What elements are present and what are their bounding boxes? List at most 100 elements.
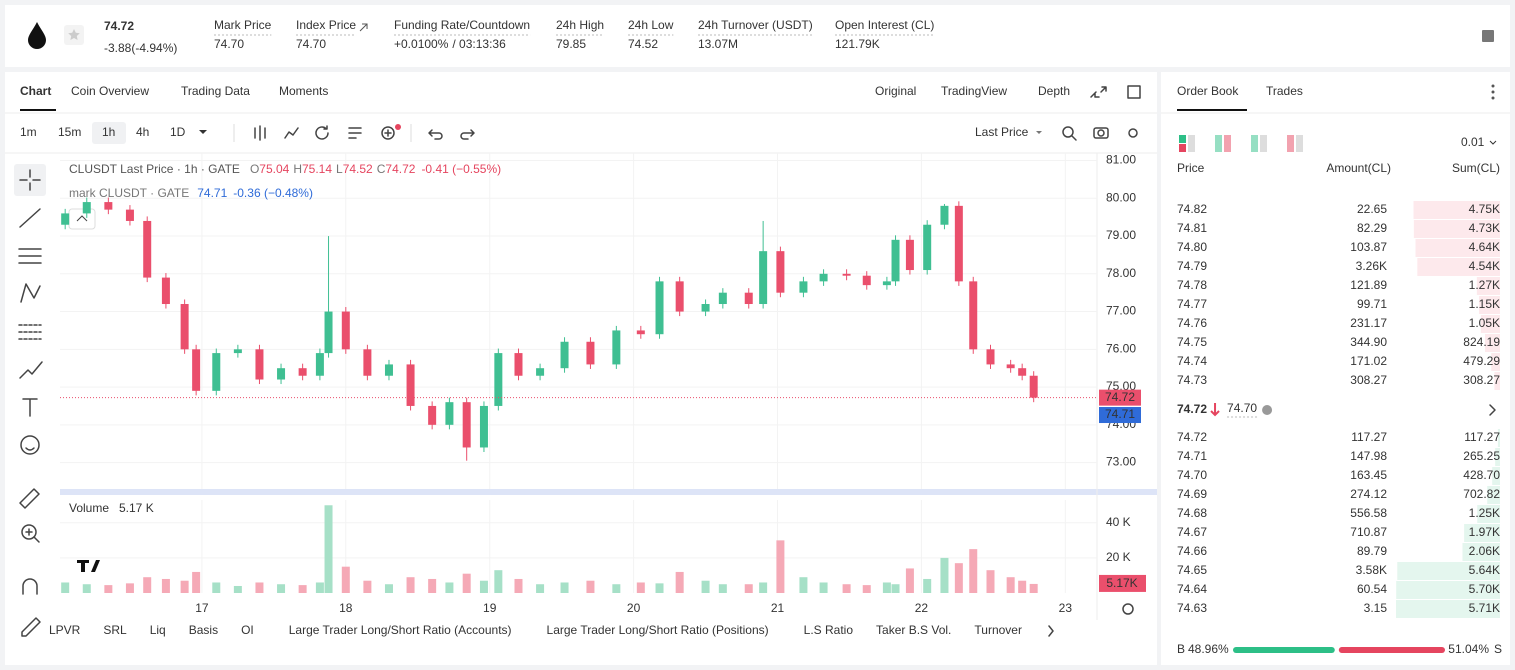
depth-bar [1476, 277, 1500, 295]
stat-label: 24h Low [628, 18, 674, 32]
volume-bar [891, 584, 900, 593]
order-price[interactable]: 74.78 [1177, 278, 1207, 292]
x-tick-label: 22 [915, 601, 929, 615]
indicator[interactable]: SRL [103, 623, 127, 637]
order-price[interactable]: 74.65 [1177, 563, 1207, 577]
order-price[interactable]: 74.82 [1177, 202, 1207, 216]
indicator[interactable]: Basis [189, 623, 218, 637]
indicator[interactable]: OI [241, 623, 254, 637]
depth-bar [1497, 429, 1500, 447]
dropdown-arrow[interactable] [199, 130, 207, 134]
last-price-box [1099, 389, 1141, 406]
order-price[interactable]: 74.69 [1177, 487, 1207, 501]
mark-legend-value: 74.71 [197, 186, 227, 200]
order-price[interactable]: 74.68 [1177, 506, 1207, 520]
order-price[interactable]: 74.77 [1177, 297, 1207, 311]
volume-bar [61, 582, 70, 593]
order-price[interactable]: 74.64 [1177, 582, 1207, 596]
interval[interactable]: 1m [20, 125, 37, 139]
mid-price: 74.72 [1177, 402, 1207, 416]
interval[interactable]: 1h [102, 125, 115, 139]
x-tick-label: 23 [1059, 601, 1073, 615]
external-icon [359, 23, 368, 32]
candle-body [744, 292, 753, 305]
sell-mark: S [1494, 642, 1502, 656]
candle-body [514, 353, 523, 376]
volume-bar [104, 585, 113, 593]
tab[interactable]: Coin Overview [71, 84, 149, 98]
volume-bar [819, 582, 828, 593]
order-price[interactable]: 74.73 [1177, 373, 1207, 387]
volume-bar [986, 570, 995, 593]
order-sum: 4.73K [1469, 221, 1500, 235]
order-price[interactable]: 74.66 [1177, 544, 1207, 558]
collapse-button[interactable] [68, 208, 96, 230]
order-price[interactable]: 74.63 [1177, 601, 1207, 615]
indicator[interactable]: Large Trader Long/Short Ratio (Positions… [547, 623, 769, 637]
indicator[interactable]: L.S Ratio [804, 623, 854, 637]
column-header: Price [1177, 161, 1205, 175]
depth-bar [1396, 581, 1500, 599]
interval[interactable]: 4h [136, 125, 149, 139]
book-tab[interactable]: Trades [1266, 84, 1303, 98]
order-sum: 428.70 [1463, 468, 1500, 482]
indicator[interactable]: Liq [150, 623, 166, 637]
tick-size[interactable]: 0.01 [1461, 135, 1485, 149]
view-tab[interactable]: Depth [1038, 84, 1070, 98]
tab[interactable]: Trading Data [181, 84, 250, 98]
order-price[interactable]: 74.74 [1177, 354, 1207, 368]
tab[interactable]: Chart [20, 84, 51, 98]
coin-logo [28, 22, 46, 49]
order-price[interactable]: 74.79 [1177, 259, 1207, 273]
order-price[interactable]: 74.76 [1177, 316, 1207, 330]
indicator[interactable]: Turnover [974, 623, 1022, 637]
interval[interactable]: 1D [170, 125, 186, 139]
order-price[interactable]: 74.71 [1177, 449, 1207, 463]
volume-bar [363, 580, 372, 593]
order-sum: 265.25 [1463, 449, 1500, 463]
indicator[interactable]: Large Trader Long/Short Ratio (Accounts) [289, 623, 512, 637]
volume-last-box [1099, 574, 1146, 592]
interval[interactable]: 15m [58, 125, 81, 139]
order-price[interactable]: 74.67 [1177, 525, 1207, 539]
depth-bar [1397, 562, 1500, 580]
book-tab[interactable]: Order Book [1177, 84, 1239, 98]
menu-icon[interactable] [1482, 30, 1494, 42]
indicator[interactable]: Taker B.S Vol. [876, 623, 951, 637]
order-price[interactable]: 74.70 [1177, 468, 1207, 482]
order-price[interactable]: 74.81 [1177, 221, 1207, 235]
ohlc-value: 75.14 [302, 162, 332, 176]
settings-icon[interactable] [1122, 603, 1134, 615]
price-type[interactable]: Last Price [975, 125, 1029, 139]
candle-body [61, 213, 70, 225]
indicator[interactable]: LPVR [49, 623, 81, 637]
drawing-tools[interactable] [14, 164, 46, 637]
view-tab[interactable]: TradingView [941, 84, 1007, 98]
scroll-right[interactable] [1048, 625, 1054, 637]
chevron[interactable] [1489, 404, 1496, 416]
view-tab[interactable]: Original [875, 84, 916, 98]
y-tick-label: 80.00 [1106, 190, 1136, 204]
depth-bar [1413, 220, 1500, 238]
stat-value: 74.70 [214, 37, 244, 51]
order-amount: 556.58 [1350, 506, 1387, 520]
depth-bar [1396, 600, 1500, 618]
order-amount: 121.89 [1350, 278, 1387, 292]
order-price[interactable]: 74.75 [1177, 335, 1207, 349]
tab[interactable]: Moments [279, 84, 328, 98]
more-icon[interactable] [1491, 84, 1495, 100]
price-type-arrow [1036, 131, 1042, 134]
candle-body [923, 224, 932, 271]
top-bar [5, 5, 1510, 67]
stat-value: +0.0100% [394, 37, 449, 51]
toolbar-icons[interactable] [254, 85, 1141, 141]
candle-body [315, 353, 324, 376]
indicator-bar: LPVR SRL Liq Basis OI Large Trader Long/Short… [49, 623, 1022, 637]
order-price[interactable]: 74.72 [1177, 430, 1207, 444]
tick-dropdown[interactable] [1489, 140, 1497, 145]
order-amount: 147.98 [1350, 449, 1387, 463]
candle-body [180, 304, 189, 350]
order-amount: 117.27 [1351, 430, 1387, 444]
book-view-icons[interactable] [1179, 135, 1303, 152]
order-price[interactable]: 74.80 [1177, 240, 1207, 254]
